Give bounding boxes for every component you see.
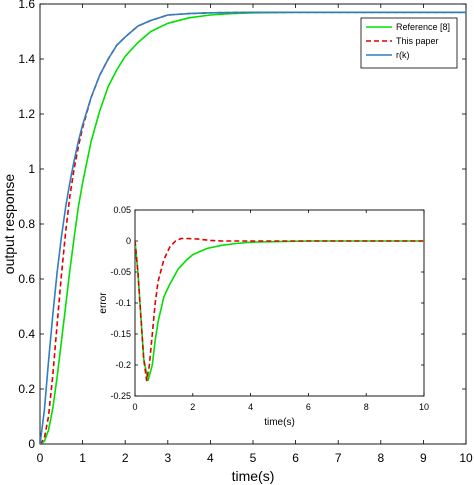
main-y-tick-label: 1.4	[18, 52, 35, 66]
main-x-tick-label: 3	[164, 451, 171, 465]
main-y-tick-label: 1.2	[18, 107, 35, 121]
inset-x-tick-label: 2	[190, 402, 195, 412]
inset-x-tick-label: 10	[419, 402, 429, 412]
main-y-tick-label: 0.6	[18, 272, 35, 286]
inset-y-tick-label: -0.25	[110, 391, 131, 401]
main-y-axis-label: output response	[1, 174, 17, 275]
main-y-tick-label: 1.6	[18, 0, 35, 11]
inset-x-tick-label: 0	[132, 402, 137, 412]
main-y-tick-label: 0.2	[18, 382, 35, 396]
main-x-tick-label: 1	[79, 451, 86, 465]
inset-plot-frame	[134, 209, 425, 397]
inset-y-axis-label: error	[98, 292, 109, 314]
main-y-tick-label: 0	[28, 437, 35, 451]
inset-y-tick-label: -0.15	[110, 329, 131, 339]
main-x-tick-label: 8	[377, 451, 384, 465]
inset-series-this-paper	[135, 237, 424, 382]
main-y-tick-label: 1	[28, 162, 35, 176]
inset-y-tick-label: 0.05	[113, 205, 131, 215]
main-y-tick-label: 0.8	[18, 217, 35, 231]
main-y-tick-label: 0.4	[18, 327, 35, 341]
inset-y-tick-label: 0	[126, 236, 131, 246]
main-x-tick-label: 10	[459, 451, 473, 465]
main-x-tick-label: 5	[250, 451, 257, 465]
inset-axes: 0 2 4 6 8 10 0.05 0 -0.05 -0.1 -0.15 -0.2 -0.25 time(…	[98, 205, 429, 428]
inset-y-tick-label: -0.1	[115, 298, 131, 308]
main-x-tick-label: 6	[292, 451, 299, 465]
legend: Reference [8] This paper r(k)	[360, 17, 458, 69]
inset-y-tick-label: -0.2	[115, 360, 131, 370]
main-x-tick-label: 7	[335, 451, 342, 465]
legend-label-reference: Reference [8]	[396, 22, 450, 32]
main-x-tick-label: 2	[122, 451, 129, 465]
inset-y-tick-label: -0.05	[110, 267, 131, 277]
inset-x-axis-label: time(s)	[264, 417, 295, 428]
inset-x-tick-label: 4	[248, 402, 253, 412]
legend-label-rk: r(k)	[396, 50, 410, 60]
main-x-axis-label: time(s)	[232, 468, 275, 484]
inset-x-tick-label: 8	[364, 402, 369, 412]
main-x-tick-label: 0	[37, 451, 44, 465]
inset-x-tick-label: 6	[306, 402, 311, 412]
main-x-tick-label: 4	[207, 451, 214, 465]
main-x-tick-label: 9	[420, 451, 427, 465]
legend-label-this-paper: This paper	[396, 36, 439, 46]
main-series-r-k	[40, 11, 466, 444]
